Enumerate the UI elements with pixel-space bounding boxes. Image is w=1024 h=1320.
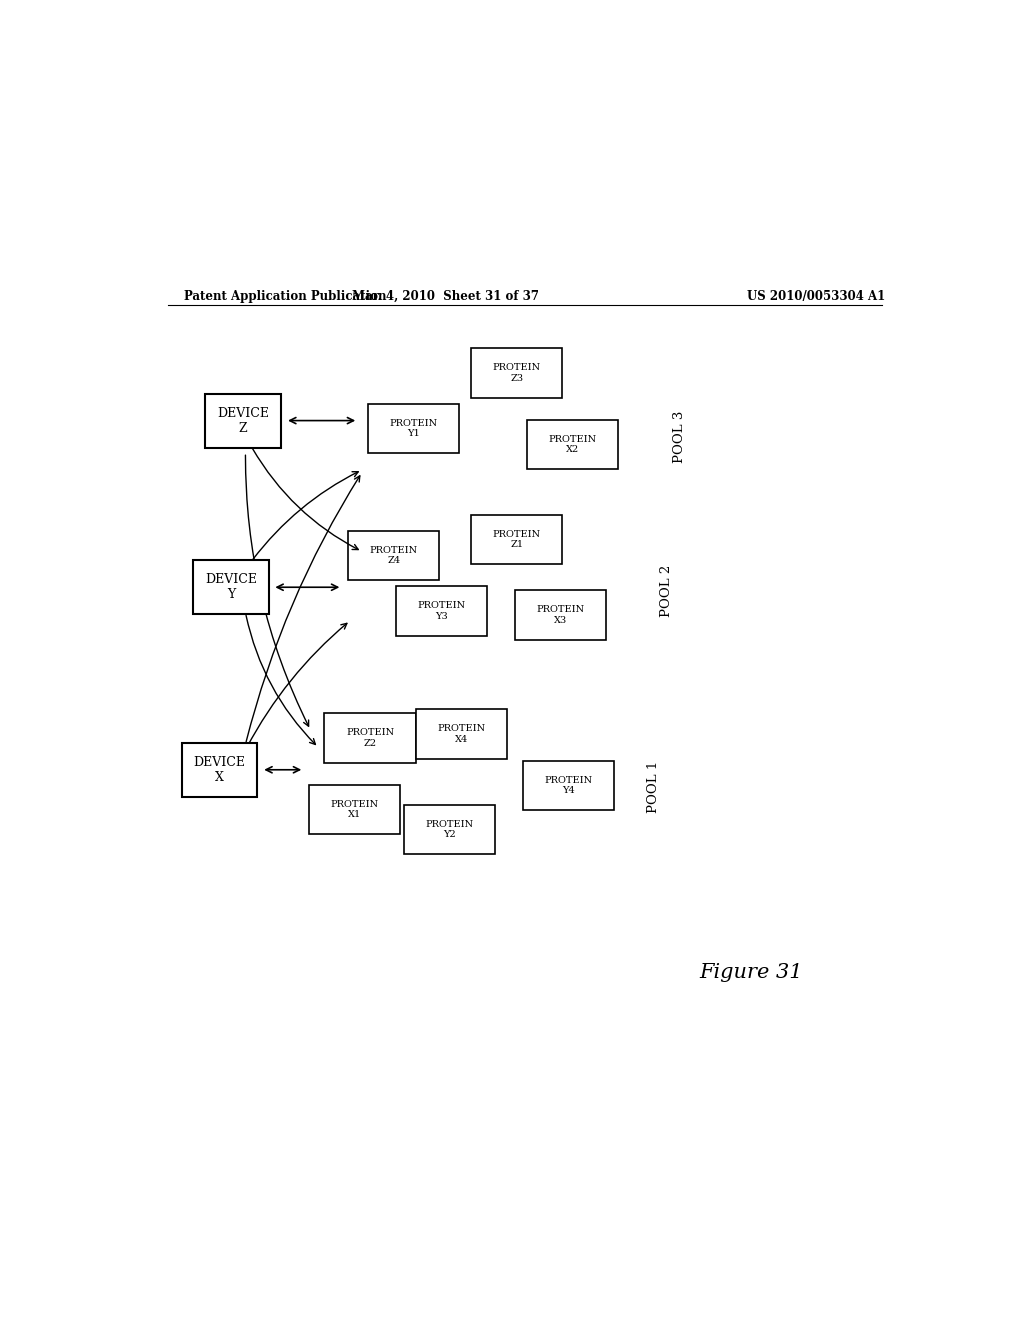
Bar — [471, 348, 562, 397]
Text: PROTEIN
X2: PROTEIN X2 — [549, 434, 596, 454]
Bar — [471, 515, 562, 564]
FancyArrowPatch shape — [278, 585, 338, 590]
Text: PROTEIN
X1: PROTEIN X1 — [330, 800, 378, 820]
FancyArrowPatch shape — [253, 471, 358, 560]
Text: PROTEIN
Y2: PROTEIN Y2 — [425, 820, 473, 840]
FancyArrowPatch shape — [246, 475, 359, 742]
Bar — [181, 743, 257, 797]
FancyArrowPatch shape — [266, 767, 300, 772]
Bar — [416, 709, 507, 759]
Text: PROTEIN
X4: PROTEIN X4 — [437, 725, 485, 743]
Text: PROTEIN
Y4: PROTEIN Y4 — [545, 776, 593, 796]
Text: PROTEIN
Z2: PROTEIN Z2 — [346, 729, 394, 747]
Text: POOL 3: POOL 3 — [673, 411, 686, 462]
Bar — [194, 560, 269, 614]
FancyArrowPatch shape — [290, 417, 353, 424]
Text: PROTEIN
Z4: PROTEIN Z4 — [370, 545, 418, 565]
Bar — [523, 762, 614, 810]
FancyArrowPatch shape — [252, 449, 358, 549]
Bar — [206, 393, 281, 447]
Text: PROTEIN
Z3: PROTEIN Z3 — [493, 363, 541, 383]
Text: PROTEIN
Y3: PROTEIN Y3 — [418, 602, 466, 620]
Bar — [368, 404, 460, 453]
Bar — [526, 420, 618, 469]
Text: PROTEIN
Y1: PROTEIN Y1 — [390, 418, 437, 438]
Bar — [308, 785, 399, 834]
Text: DEVICE
Z: DEVICE Z — [217, 407, 269, 434]
Bar — [403, 805, 495, 854]
Text: Mar. 4, 2010  Sheet 31 of 37: Mar. 4, 2010 Sheet 31 of 37 — [352, 290, 539, 304]
Text: PROTEIN
X3: PROTEIN X3 — [537, 606, 585, 624]
Bar — [396, 586, 487, 636]
Text: DEVICE
Y: DEVICE Y — [205, 573, 257, 601]
Text: DEVICE
X: DEVICE X — [194, 756, 246, 784]
FancyArrowPatch shape — [246, 455, 308, 726]
Text: POOL 2: POOL 2 — [659, 565, 673, 618]
Text: Patent Application Publication: Patent Application Publication — [183, 290, 386, 304]
Bar — [348, 531, 439, 579]
FancyArrowPatch shape — [246, 615, 315, 744]
FancyArrowPatch shape — [247, 623, 347, 747]
Text: Figure 31: Figure 31 — [699, 962, 803, 982]
Text: POOL 1: POOL 1 — [647, 762, 659, 813]
Bar — [325, 713, 416, 763]
Text: PROTEIN
Z1: PROTEIN Z1 — [493, 529, 541, 549]
Bar — [515, 590, 606, 640]
Text: US 2010/0053304 A1: US 2010/0053304 A1 — [748, 290, 886, 304]
